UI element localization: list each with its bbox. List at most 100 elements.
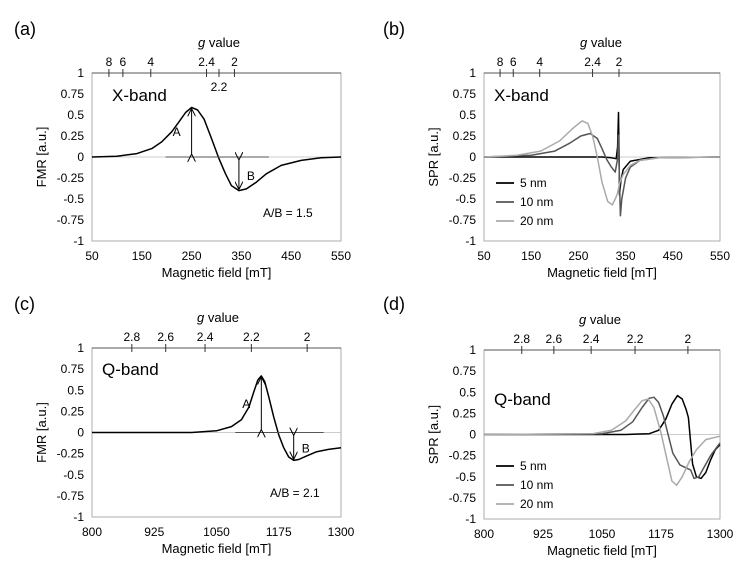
annotation-B: B (302, 441, 310, 455)
y-tick-label: -0.25 (449, 171, 477, 185)
y-tick-label: 1 (77, 341, 84, 355)
g-tick-label: 8 (497, 55, 504, 69)
y-tick-label: 1 (469, 66, 476, 80)
y-tick-label: 0 (77, 426, 84, 440)
g-tick-label: 4 (536, 55, 543, 69)
g-axis-title-symbol: g (197, 310, 205, 325)
legend-label: 10 nm (520, 478, 553, 492)
g-axis-title-suffix: value (204, 310, 239, 325)
y-tick-label: -0.25 (57, 171, 85, 185)
y-tick-label: 0.25 (453, 129, 477, 143)
panel-label: (a) (14, 19, 36, 39)
y-tick-label: 0.5 (67, 108, 84, 122)
y-tick-label: -0.75 (57, 213, 85, 227)
x-tick-label: 550 (331, 249, 351, 263)
g-tick-label: 4 (147, 55, 154, 69)
y-tick-label: -0.25 (449, 449, 477, 463)
panel-d: (d) -1 -0.75 -0.5 -0.25 0 0.25 0.5 0.75 1 800 925 10… (383, 294, 734, 558)
y-tick-label: 0 (77, 150, 84, 164)
x-tick-label: 250 (568, 249, 588, 263)
g-tick-label: 2.2 (211, 80, 228, 94)
g-axis-title-symbol: g (579, 312, 587, 327)
g-tick-label: 2.2 (243, 330, 260, 344)
y-tick-label: 0.75 (61, 87, 85, 101)
g-axis-title-symbol: g (580, 35, 588, 50)
series-line-10-nm (483, 132, 721, 217)
x-tick-label: 50 (85, 249, 99, 263)
g-tick-label: 6 (120, 55, 127, 69)
y-tick-label: 0.25 (453, 406, 477, 420)
legend-label: 10 nm (520, 195, 553, 209)
annotation-A: A (173, 125, 181, 139)
y-tick-label: 0 (469, 150, 476, 164)
y-tick-label: 0 (469, 428, 476, 442)
x-tick-label: 800 (82, 525, 102, 539)
y-tick-label: -0.75 (449, 213, 477, 227)
x-tick-label: 1300 (707, 527, 734, 541)
y-tick-label: 0.75 (61, 362, 85, 376)
g-tick-label: 2 (616, 55, 623, 69)
y-tick-label: 0.25 (61, 129, 85, 143)
band-label: Q-band (494, 390, 551, 409)
y-tick-label: -0.75 (57, 489, 85, 503)
series-line-FMR (91, 106, 342, 192)
series-line-5-nm (484, 394, 721, 480)
x-tick-label: 1050 (589, 527, 616, 541)
x-tick-label: 925 (144, 525, 164, 539)
annotation-A: A (242, 397, 250, 411)
y-tick-label: -1 (465, 234, 476, 248)
x-tick-label: 925 (533, 527, 553, 541)
x-tick-label: 450 (281, 249, 301, 263)
g-axis-title: g value (198, 35, 240, 50)
y-axis-label: FMR [a.u.] (34, 127, 49, 188)
x-tick-label: 50 (477, 249, 491, 263)
x-tick-label: 800 (474, 527, 494, 541)
y-axis-label: SPR [a.u.] (426, 127, 441, 186)
series-line-20-nm (483, 398, 721, 486)
x-axis-label: Magnetic field [mT] (547, 543, 657, 558)
g-tick-label: 2 (304, 330, 311, 344)
legend-label: 5 nm (520, 459, 547, 473)
annotation-B: B (247, 169, 255, 183)
band-label: X-band (112, 86, 167, 105)
series-line-20-nm (483, 120, 721, 206)
x-tick-label: 1175 (648, 527, 674, 541)
y-tick-label: -0.5 (455, 192, 476, 206)
y-tick-label: 1 (469, 343, 476, 357)
y-tick-label: 0.5 (67, 383, 84, 397)
g-tick-label: 2 (685, 332, 692, 346)
y-tick-label: -0.75 (449, 491, 477, 505)
y-tick-label: 0.5 (459, 108, 476, 122)
y-tick-label: -0.5 (455, 470, 476, 484)
x-tick-label: 1050 (203, 525, 230, 539)
x-tick-label: 350 (231, 249, 251, 263)
x-tick-label: 350 (616, 249, 636, 263)
g-tick-label: 2 (231, 55, 238, 69)
g-axis-title-suffix: value (587, 35, 622, 50)
g-axis-title-suffix: value (586, 312, 621, 327)
y-tick-label: 0.25 (61, 404, 85, 418)
x-tick-label: 150 (521, 249, 541, 263)
g-axis-title: g value (197, 310, 239, 325)
series-line-10-nm (483, 396, 721, 480)
g-axis-title-symbol: g (198, 35, 206, 50)
legend-label: 20 nm (520, 214, 553, 228)
y-tick-label: -1 (73, 510, 84, 524)
x-tick-label: 550 (710, 249, 730, 263)
y-tick-label: 1 (77, 66, 84, 80)
y-tick-label: -0.5 (63, 192, 84, 206)
panel-label: (d) (383, 294, 405, 314)
y-axis-label: FMR [a.u.] (34, 402, 49, 463)
y-tick-label: -0.5 (63, 468, 84, 482)
x-axis-label: Magnetic field [mT] (162, 265, 272, 280)
y-tick-label: -1 (73, 234, 84, 248)
y-tick-label: 0.5 (459, 385, 476, 399)
panel-label: (c) (14, 294, 35, 314)
g-tick-label: 2.4 (583, 332, 600, 346)
x-axis-label: Magnetic field [mT] (162, 541, 272, 556)
g-tick-label: 2.6 (157, 330, 174, 344)
y-tick-label: -0.25 (57, 447, 85, 461)
